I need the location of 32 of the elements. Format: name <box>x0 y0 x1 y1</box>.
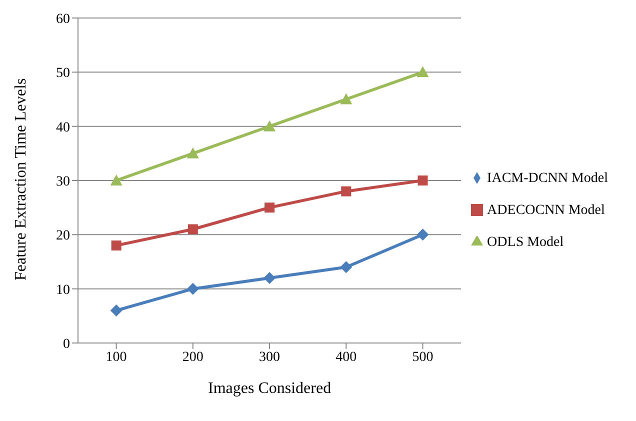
legend-label: ODLS Model <box>487 234 564 250</box>
point <box>340 261 352 274</box>
y-tick-label: 30 <box>56 174 70 190</box>
x-tick-label: 200 <box>182 350 204 365</box>
point <box>264 120 276 132</box>
x-tick-label: 500 <box>412 350 434 365</box>
point <box>186 147 199 158</box>
legend-label: ADECOCNN Model <box>487 202 605 218</box>
legend-label: IACM-DCNN Model <box>487 170 608 186</box>
point <box>264 272 276 284</box>
y-tick-label: 40 <box>56 120 70 136</box>
point <box>264 202 275 213</box>
point <box>110 174 122 186</box>
point <box>110 304 122 316</box>
y-tick-label: 0 <box>63 336 70 352</box>
point <box>111 240 122 250</box>
x-tick-label: 400 <box>336 350 357 365</box>
point <box>416 228 429 241</box>
y-tick-label: 20 <box>56 228 70 244</box>
y-tick-label: 10 <box>56 282 70 298</box>
point <box>416 66 429 78</box>
x-tick-label: 100 <box>106 350 127 365</box>
y-tick-label: 50 <box>56 66 70 82</box>
x-axis-title: Images Considered <box>208 380 332 397</box>
x-tick-label: 300 <box>259 350 280 365</box>
point <box>188 224 198 234</box>
y-tick-label: 60 <box>56 12 70 27</box>
y-axis-title: Feature Extraction Time Levels <box>12 78 30 280</box>
point <box>186 282 199 295</box>
point <box>341 186 352 196</box>
point <box>418 176 428 186</box>
point <box>340 93 352 104</box>
